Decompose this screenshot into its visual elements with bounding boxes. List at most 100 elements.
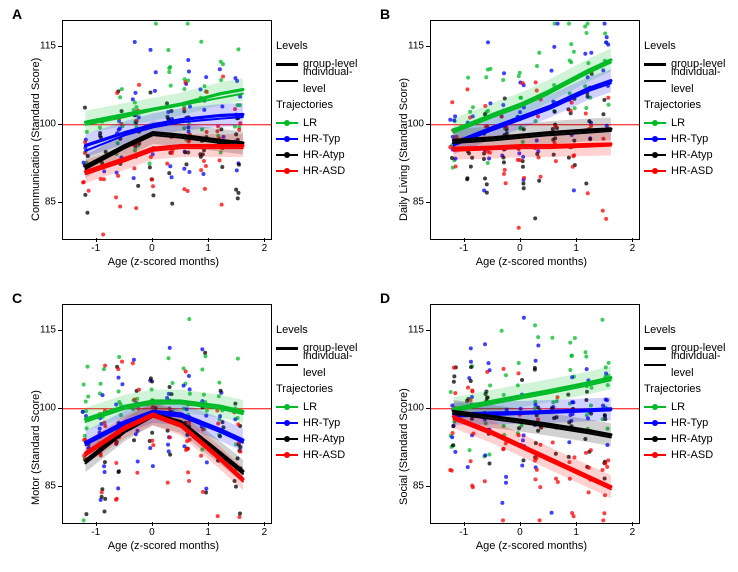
- data-point: [218, 67, 222, 71]
- data-point: [568, 341, 572, 345]
- data-point: [151, 193, 155, 197]
- legend-traj-row: HR-Typ: [276, 131, 370, 147]
- data-point: [167, 171, 171, 175]
- legend-traj-label: HR-Atyp: [303, 147, 345, 164]
- data-point: [216, 514, 220, 518]
- data-point: [585, 31, 589, 35]
- data-point: [137, 388, 141, 392]
- data-point: [217, 381, 221, 385]
- data-point: [182, 167, 186, 171]
- x-tick-label: 2: [262, 243, 268, 254]
- data-point: [521, 181, 525, 185]
- legend-level-label: individual-level: [671, 348, 738, 381]
- data-point: [82, 382, 86, 386]
- panel-label: A: [12, 6, 22, 22]
- data-point: [103, 470, 107, 474]
- data-point: [602, 98, 606, 102]
- y-axis-title: Daily Living (Standard Score): [398, 77, 410, 220]
- data-point: [572, 50, 576, 54]
- legend-traj-swatch: [644, 164, 666, 178]
- data-point: [504, 475, 508, 479]
- legend-traj-row: LR: [644, 115, 738, 131]
- data-point: [168, 453, 172, 457]
- data-point: [603, 31, 607, 35]
- y-axis-title: Communication (Standard Score): [30, 57, 42, 220]
- data-point: [468, 448, 472, 452]
- y-tick: [58, 124, 62, 125]
- data-point: [86, 365, 90, 369]
- legend-traj-swatch: [644, 432, 666, 446]
- data-point: [117, 389, 121, 393]
- x-tick: [576, 238, 577, 242]
- data-point: [502, 160, 506, 164]
- data-point: [518, 71, 522, 75]
- legend-level-row: individual-level: [644, 357, 738, 373]
- data-point: [567, 440, 571, 444]
- x-tick: [152, 522, 153, 526]
- x-tick: [208, 238, 209, 242]
- data-point: [117, 355, 121, 359]
- data-point: [116, 486, 120, 490]
- legend-line-swatch: [276, 364, 298, 366]
- data-point: [584, 451, 588, 455]
- data-point: [483, 176, 487, 180]
- data-point: [454, 165, 458, 169]
- legend-traj-label: HR-ASD: [303, 447, 345, 464]
- legend-traj-row: HR-ASD: [276, 447, 370, 463]
- legend-traj-row: HR-ASD: [644, 163, 738, 179]
- data-point: [219, 78, 223, 82]
- legend-traj-label: HR-Atyp: [671, 147, 713, 164]
- data-point: [200, 368, 204, 372]
- x-tick: [632, 238, 633, 242]
- data-point: [604, 217, 608, 221]
- data-point: [533, 368, 537, 372]
- data-point: [522, 316, 526, 320]
- data-point: [551, 441, 555, 445]
- data-point: [83, 193, 87, 197]
- legend-traj-row: LR: [276, 399, 370, 415]
- data-point: [470, 390, 474, 394]
- data-point: [584, 106, 588, 110]
- data-point: [469, 365, 473, 369]
- legend-levels-title: Levels: [276, 38, 370, 55]
- data-point: [137, 83, 141, 87]
- data-point: [484, 75, 488, 79]
- x-tick-label: 0: [149, 243, 155, 254]
- y-tick: [426, 408, 430, 409]
- y-tick-label: 115: [400, 324, 424, 335]
- x-tick-label: 0: [517, 527, 523, 538]
- data-point: [219, 60, 223, 64]
- data-point: [600, 318, 604, 322]
- x-tick: [152, 238, 153, 242]
- data-point: [170, 202, 174, 206]
- data-point: [449, 390, 453, 394]
- y-tick: [58, 486, 62, 487]
- data-point: [116, 174, 120, 178]
- data-point: [237, 515, 241, 519]
- legend: Levelsgroup-levelindividual-levelTraject…: [644, 322, 738, 463]
- plot-svg: [63, 305, 271, 523]
- data-point: [452, 380, 456, 384]
- legend-line-swatch: [276, 80, 298, 82]
- data-point: [516, 158, 520, 162]
- data-point: [150, 431, 154, 435]
- y-tick-label: 115: [32, 40, 56, 51]
- data-point: [584, 355, 588, 359]
- data-point: [536, 343, 540, 347]
- data-point: [534, 80, 538, 84]
- data-point: [450, 156, 454, 160]
- data-point: [605, 35, 609, 39]
- data-point: [501, 78, 505, 82]
- data-point: [520, 463, 524, 467]
- x-axis-title: Age (z-scored months): [476, 256, 587, 268]
- legend-traj-label: HR-ASD: [671, 163, 713, 180]
- data-point: [453, 450, 457, 454]
- data-point: [204, 164, 208, 168]
- legend-traj-label: HR-Typ: [671, 131, 708, 148]
- x-tick-label: -1: [459, 243, 468, 254]
- data-point: [236, 47, 240, 51]
- data-point: [186, 447, 190, 451]
- data-point: [182, 384, 186, 388]
- data-point: [603, 22, 607, 26]
- data-point: [187, 374, 191, 378]
